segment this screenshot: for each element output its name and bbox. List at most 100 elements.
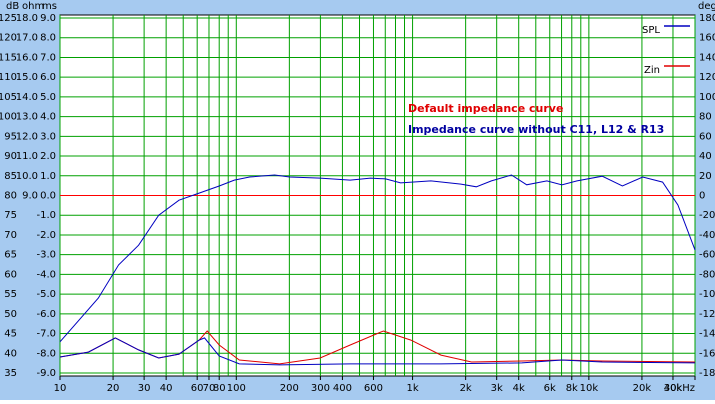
y-tick-label: -4.0 (36, 269, 56, 280)
y-tick-label: 0 (699, 191, 705, 202)
x-tick-label: 2k (460, 383, 472, 394)
y-tick-label: 2.0 (40, 151, 56, 162)
x-tick-label: 10k (580, 383, 599, 394)
y-tick-label: 15.0 (16, 72, 38, 83)
axis-title: deg (698, 1, 715, 12)
y-tick-label: 85 (4, 171, 17, 182)
x-tick-label: 10 (54, 383, 67, 394)
x-tick-label: 20k (633, 383, 652, 394)
y-tick-label: 80 (699, 112, 712, 123)
y-tick-label: 11.0 (16, 151, 38, 162)
y-tick-label: 160 (699, 33, 715, 44)
x-tick-label: 20 (107, 383, 120, 394)
y-tick-label: 1.0 (40, 171, 56, 182)
x-tick-label: 70 (203, 383, 216, 394)
y-tick-label: -20 (699, 210, 715, 221)
y-tick-label: -2.0 (36, 230, 56, 241)
y-tick-label: 5.0 (40, 92, 56, 103)
annotation: Impedance curve without C11, L12 & R13 (408, 123, 664, 136)
y-tick-label: 55 (4, 289, 17, 300)
x-tick-label: 8k (566, 383, 578, 394)
y-tick-label: 16.0 (16, 52, 38, 63)
x-tick-label: 300 (311, 383, 330, 394)
x-tick-label: 1k (406, 383, 418, 394)
series-line (59, 174, 696, 343)
y-tick-label: 6.0 (40, 72, 56, 83)
y-tick-label: -7.0 (36, 329, 56, 340)
y-tick-label: 60 (4, 269, 17, 280)
x-tick-label: 6k (544, 383, 556, 394)
y-tick-label: 8.0 (40, 33, 56, 44)
y-tick-label: 70 (4, 230, 17, 241)
x-tick-label: 200 (280, 383, 299, 394)
x-tick-label: 3k (491, 383, 503, 394)
x-tick-label: 30k (664, 383, 683, 394)
y-tick-label: -6.0 (36, 309, 56, 320)
x-tick-label: 400 (333, 383, 352, 394)
y-tick-label: 60 (699, 131, 712, 142)
y-tick-label: -5.0 (36, 289, 56, 300)
y-tick-label: -60 (699, 250, 715, 261)
y-tick-label: 110 (0, 72, 17, 83)
y-tick-label: 125 (0, 13, 17, 24)
legend-label: Zin (644, 65, 660, 76)
y-tick-label: 95 (4, 131, 17, 142)
y-tick-label: 45 (4, 329, 17, 340)
y-tick-label: 120 (699, 72, 715, 83)
x-tick-label: 60 (191, 383, 204, 394)
y-tick-label: 90 (4, 151, 17, 162)
y-tick-label: -9.0 (36, 368, 56, 379)
y-tick-label: 100 (699, 92, 715, 103)
y-tick-label: -100 (699, 289, 715, 300)
y-tick-label: -1.0 (36, 210, 56, 221)
x-tick-label: 40 (160, 383, 173, 394)
y-tick-label: 105 (0, 92, 17, 103)
annotation: Default impedance curve (408, 102, 563, 115)
y-tick-label: 17.0 (16, 33, 38, 44)
y-tick-label: 13.0 (16, 112, 38, 123)
y-tick-label: 120 (0, 33, 17, 44)
y-tick-label: 9.0 (22, 191, 38, 202)
x-tick-label: 100 (227, 383, 246, 394)
x-tick-label: 80 (213, 383, 226, 394)
axis-title: dB (6, 1, 19, 12)
y-tick-label: 12.0 (16, 131, 38, 142)
y-tick-label: 7.0 (40, 52, 56, 63)
y-tick-label: -8.0 (36, 348, 56, 359)
y-tick-label: 75 (4, 210, 17, 221)
y-tick-label: 180 (699, 13, 715, 24)
y-tick-label: -120 (699, 309, 715, 320)
y-tick-label: 50 (4, 309, 17, 320)
y-tick-label: 40 (4, 348, 17, 359)
y-tick-label: 10.0 (16, 171, 38, 182)
x-tick-label: 40kHz (664, 383, 695, 394)
axis-title: ohm (22, 1, 44, 12)
y-tick-label: 35 (4, 368, 17, 379)
y-tick-label: -80 (699, 269, 715, 280)
x-tick-label: 4k (513, 383, 525, 394)
y-tick-label: 20 (699, 171, 712, 182)
series-line (59, 337, 696, 366)
legend-label: SPL (642, 25, 660, 36)
y-tick-label: -160 (699, 348, 715, 359)
x-tick-label: 600 (364, 383, 383, 394)
y-tick-label: 100 (0, 112, 17, 123)
y-tick-label: 4.0 (40, 112, 56, 123)
y-tick-label: -40 (699, 230, 715, 241)
y-tick-label: -140 (699, 329, 715, 340)
y-tick-label: 65 (4, 250, 17, 261)
y-tick-label: 80 (4, 191, 17, 202)
y-tick-label: 14.0 (16, 92, 38, 103)
y-tick-label: 18.0 (16, 13, 38, 24)
y-tick-label: 140 (699, 52, 715, 63)
x-tick-label: 30 (138, 383, 151, 394)
y-tick-label: 40 (699, 151, 712, 162)
y-tick-label: -3.0 (36, 250, 56, 261)
y-tick-label: -180 (699, 368, 715, 379)
axis-title: ms (42, 1, 57, 12)
y-tick-label: 3.0 (40, 131, 56, 142)
y-tick-label: 0.0 (40, 191, 56, 202)
y-tick-label: 115 (0, 52, 17, 63)
y-tick-label: 9.0 (40, 13, 56, 24)
